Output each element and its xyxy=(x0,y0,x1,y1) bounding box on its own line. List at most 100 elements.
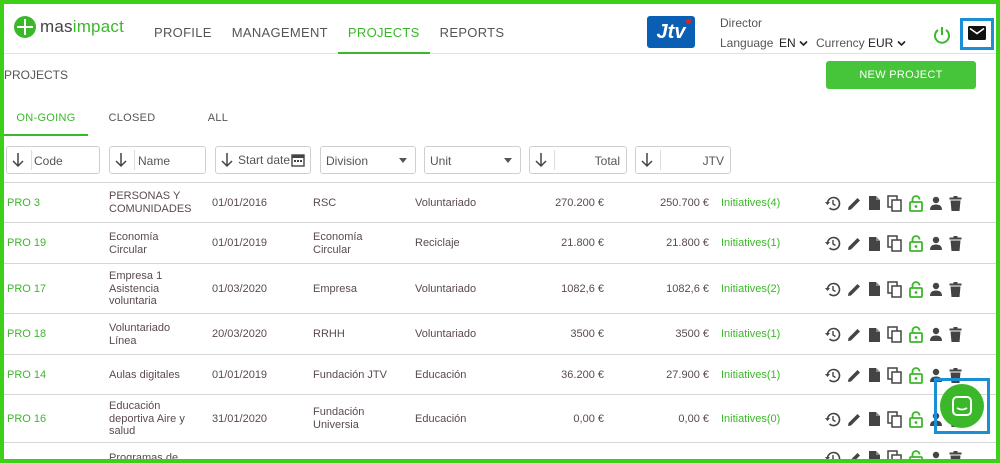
edit-icon[interactable] xyxy=(847,327,862,342)
table-row[interactable]: PRO 17 Empresa 1 Asistencia voluntaria 01/… xyxy=(4,263,996,313)
initiatives-link[interactable]: Initiatives(1) xyxy=(721,368,781,381)
nav-projects[interactable]: PROJECTS xyxy=(337,4,430,54)
project-total: 36.200 € xyxy=(561,368,604,381)
unlock-icon[interactable] xyxy=(909,235,923,252)
nav-management[interactable]: MANAGEMENT xyxy=(231,25,328,40)
initiatives-link[interactable] xyxy=(721,443,821,463)
new-project-button[interactable]: NEW PROJECT xyxy=(826,61,976,89)
document-icon[interactable] xyxy=(868,236,881,252)
document-icon[interactable] xyxy=(868,327,881,343)
history-icon[interactable] xyxy=(824,450,841,463)
logo-mark-icon xyxy=(14,16,36,38)
initiatives-link[interactable]: Initiatives(1) xyxy=(721,328,781,341)
table-row[interactable]: PRO 14 Aulas digitales 01/01/2019 Fundación… xyxy=(4,354,996,394)
edit-icon[interactable] xyxy=(847,451,862,463)
tab-closed[interactable]: CLOSED xyxy=(108,112,156,124)
document-icon[interactable] xyxy=(868,281,881,297)
unlock-icon[interactable] xyxy=(909,280,923,298)
copy-icon[interactable] xyxy=(887,449,903,463)
initiatives-link[interactable]: Initiatives(1) xyxy=(721,237,781,250)
table-row[interactable]: Programas de xyxy=(4,442,996,463)
copy-icon[interactable] xyxy=(887,326,903,343)
history-icon[interactable] xyxy=(824,195,841,212)
jtv-filter[interactable]: JTV xyxy=(635,146,731,174)
unlock-icon[interactable] xyxy=(909,449,923,463)
delete-icon[interactable] xyxy=(949,450,962,463)
document-icon[interactable] xyxy=(868,450,881,463)
calendar-icon[interactable] xyxy=(291,153,305,167)
tab-on-going[interactable]: ON-GOING xyxy=(4,104,88,136)
chat-bubble xyxy=(940,384,984,428)
sort-arrow-icon[interactable] xyxy=(114,152,128,168)
user-icon[interactable] xyxy=(929,327,943,342)
code-filter[interactable]: Code xyxy=(6,146,100,174)
initiatives-link[interactable]: Initiatives(2) xyxy=(721,282,781,295)
history-icon[interactable] xyxy=(824,281,841,298)
app-logo[interactable]: masimpact xyxy=(14,16,124,38)
unlock-icon[interactable] xyxy=(909,194,923,212)
edit-icon[interactable] xyxy=(847,282,862,297)
table-row[interactable]: PRO 16 Educación deportiva Aire y salud 31… xyxy=(4,394,996,442)
document-icon[interactable] xyxy=(868,367,881,383)
nav-reports[interactable]: REPORTS xyxy=(439,25,505,40)
copy-icon[interactable] xyxy=(887,235,903,252)
messages-button[interactable] xyxy=(960,18,994,50)
edit-icon[interactable] xyxy=(847,236,862,251)
project-name: Programas de xyxy=(109,451,179,463)
delete-icon[interactable] xyxy=(949,327,962,342)
edit-icon[interactable] xyxy=(847,196,862,211)
chat-button[interactable] xyxy=(934,378,990,434)
sort-arrow-icon[interactable] xyxy=(640,152,654,168)
user-role: Director xyxy=(720,16,763,30)
table-row[interactable]: PRO 3 PERSONAS Y COMUNIDADES 01/01/2016 RSC… xyxy=(4,182,996,222)
unit-select[interactable]: Unit xyxy=(424,146,521,174)
history-icon[interactable] xyxy=(824,326,841,343)
document-icon[interactable] xyxy=(868,195,881,211)
currency-select[interactable]: EUR xyxy=(868,36,906,50)
initiatives-link[interactable]: Initiatives(4) xyxy=(721,196,781,209)
user-icon[interactable] xyxy=(929,282,943,297)
nav-profile[interactable]: PROFILE xyxy=(154,25,212,40)
history-icon[interactable] xyxy=(824,367,841,384)
user-icon[interactable] xyxy=(929,236,943,251)
copy-icon[interactable] xyxy=(887,194,903,212)
edit-icon[interactable] xyxy=(847,412,862,427)
filter-separator xyxy=(554,150,555,170)
name-filter[interactable]: Name xyxy=(109,146,206,174)
filter-separator xyxy=(134,150,135,170)
project-start-date: 20/03/2020 xyxy=(212,328,268,341)
row-actions xyxy=(824,183,962,223)
power-icon[interactable] xyxy=(932,25,952,45)
language-select[interactable]: EN xyxy=(779,36,808,50)
unlock-icon[interactable] xyxy=(909,326,923,343)
copy-icon[interactable] xyxy=(887,280,903,298)
sort-arrow-icon[interactable] xyxy=(220,152,234,168)
project-jtv: 27.900 € xyxy=(666,368,709,381)
initiatives-link[interactable]: Initiatives(0) xyxy=(721,412,781,425)
table-row[interactable]: PRO 18 Voluntariado Línea 20/03/2020 RRHH Vo… xyxy=(4,313,996,354)
logo-dot xyxy=(686,19,691,24)
user-icon[interactable] xyxy=(929,196,943,211)
delete-icon[interactable] xyxy=(949,281,962,297)
project-code: PRO 16 xyxy=(7,412,47,425)
user-icon[interactable] xyxy=(929,451,943,463)
sort-arrow-icon[interactable] xyxy=(534,152,548,168)
project-name: Educación deportiva Aire y salud xyxy=(109,400,185,438)
start-date-filter[interactable]: Start date xyxy=(215,146,311,174)
history-icon[interactable] xyxy=(824,411,841,428)
copy-icon[interactable] xyxy=(887,410,903,428)
delete-icon[interactable] xyxy=(949,236,962,251)
history-icon[interactable] xyxy=(824,235,841,252)
division-select[interactable]: Division xyxy=(320,146,416,174)
copy-icon[interactable] xyxy=(887,366,903,384)
edit-icon[interactable] xyxy=(847,368,862,383)
row-actions xyxy=(824,443,962,463)
sort-arrow-icon[interactable] xyxy=(11,152,25,168)
unlock-icon[interactable] xyxy=(909,410,923,428)
document-icon[interactable] xyxy=(868,411,881,427)
tab-all[interactable]: ALL xyxy=(207,112,229,124)
unlock-icon[interactable] xyxy=(909,366,923,384)
total-filter[interactable]: Total xyxy=(529,146,627,174)
delete-icon[interactable] xyxy=(949,195,962,211)
table-row[interactable]: PRO 19 Economía Circular 01/01/2019 Economí… xyxy=(4,222,996,263)
